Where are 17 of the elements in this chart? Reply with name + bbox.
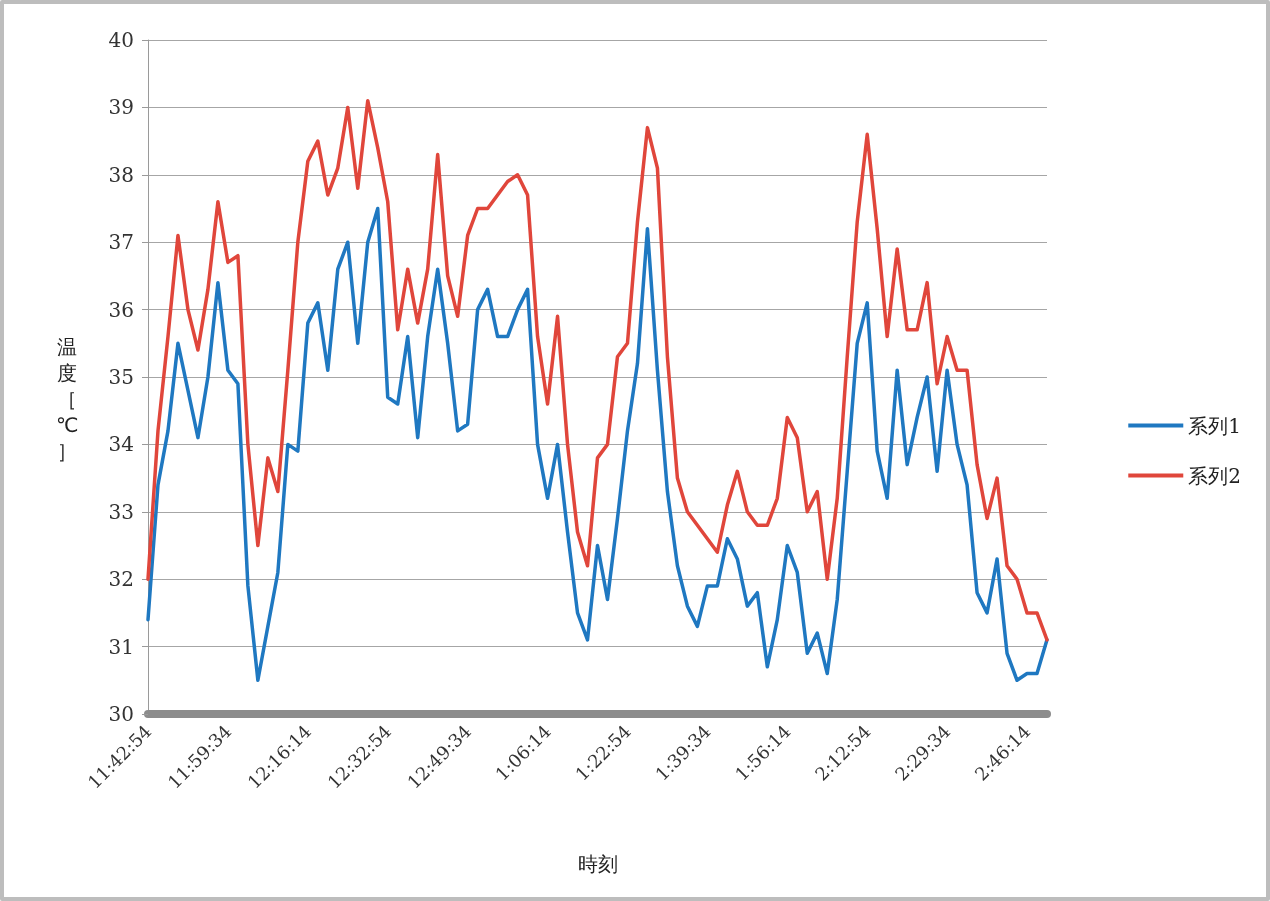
y-tick-label: 40 — [108, 28, 134, 52]
y-tick-label: 32 — [108, 567, 134, 592]
y-tick-label: 30 — [108, 702, 134, 726]
y-tick-label: 39 — [108, 95, 134, 120]
y-tick-label: 38 — [108, 162, 134, 187]
y-tick-label: 37 — [108, 230, 134, 255]
y-tick-label: 31 — [108, 634, 134, 659]
y-tick-label: 35 — [108, 365, 134, 389]
y-tick-label: 34 — [108, 432, 134, 457]
y-tick-label: 36 — [108, 297, 134, 322]
x-axis-title: 時刻 — [577, 852, 618, 876]
y-tick-label: 33 — [108, 499, 134, 524]
line-series — [146, 206, 1049, 683]
legend-label: 系列2 — [1188, 463, 1242, 488]
y-axis-title: 温度［℃］ — [56, 334, 79, 464]
line-series — [146, 98, 1049, 642]
legend-label: 系列1 — [1188, 413, 1242, 438]
